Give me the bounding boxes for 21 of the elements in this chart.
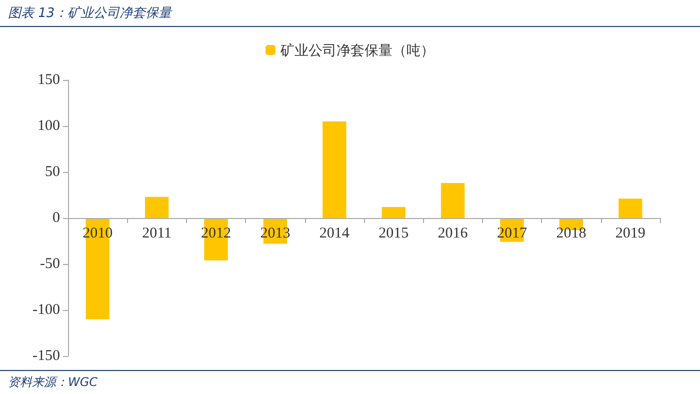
bar xyxy=(144,196,169,218)
x-tick-label: 2019 xyxy=(615,226,646,242)
legend-label: 矿业公司净套保量（吨） xyxy=(280,42,434,58)
chart-title: 图表 13：矿业公司净套保量 xyxy=(8,5,172,22)
text: 资料来源：WGC xyxy=(8,374,98,391)
y-tick-label: 150 xyxy=(38,72,60,88)
bar xyxy=(322,121,346,218)
y-tick-label: -100 xyxy=(32,302,60,318)
bar xyxy=(382,206,406,218)
y-tick-label: -150 xyxy=(32,348,60,364)
x-tick-label: 2015 xyxy=(378,226,409,242)
bar xyxy=(618,198,642,218)
x-tick-label: 2016 xyxy=(438,226,468,242)
x-tick-label: 2018 xyxy=(556,226,586,242)
x-tick-label: 2011 xyxy=(142,226,172,242)
y-tick-label: -50 xyxy=(40,256,60,272)
x-tick-label: 2014 xyxy=(319,226,350,242)
y-tick-label: 50 xyxy=(45,164,60,180)
bar xyxy=(440,183,465,218)
y-tick-label: 100 xyxy=(38,118,60,134)
y-tick-label: 0 xyxy=(52,210,60,226)
